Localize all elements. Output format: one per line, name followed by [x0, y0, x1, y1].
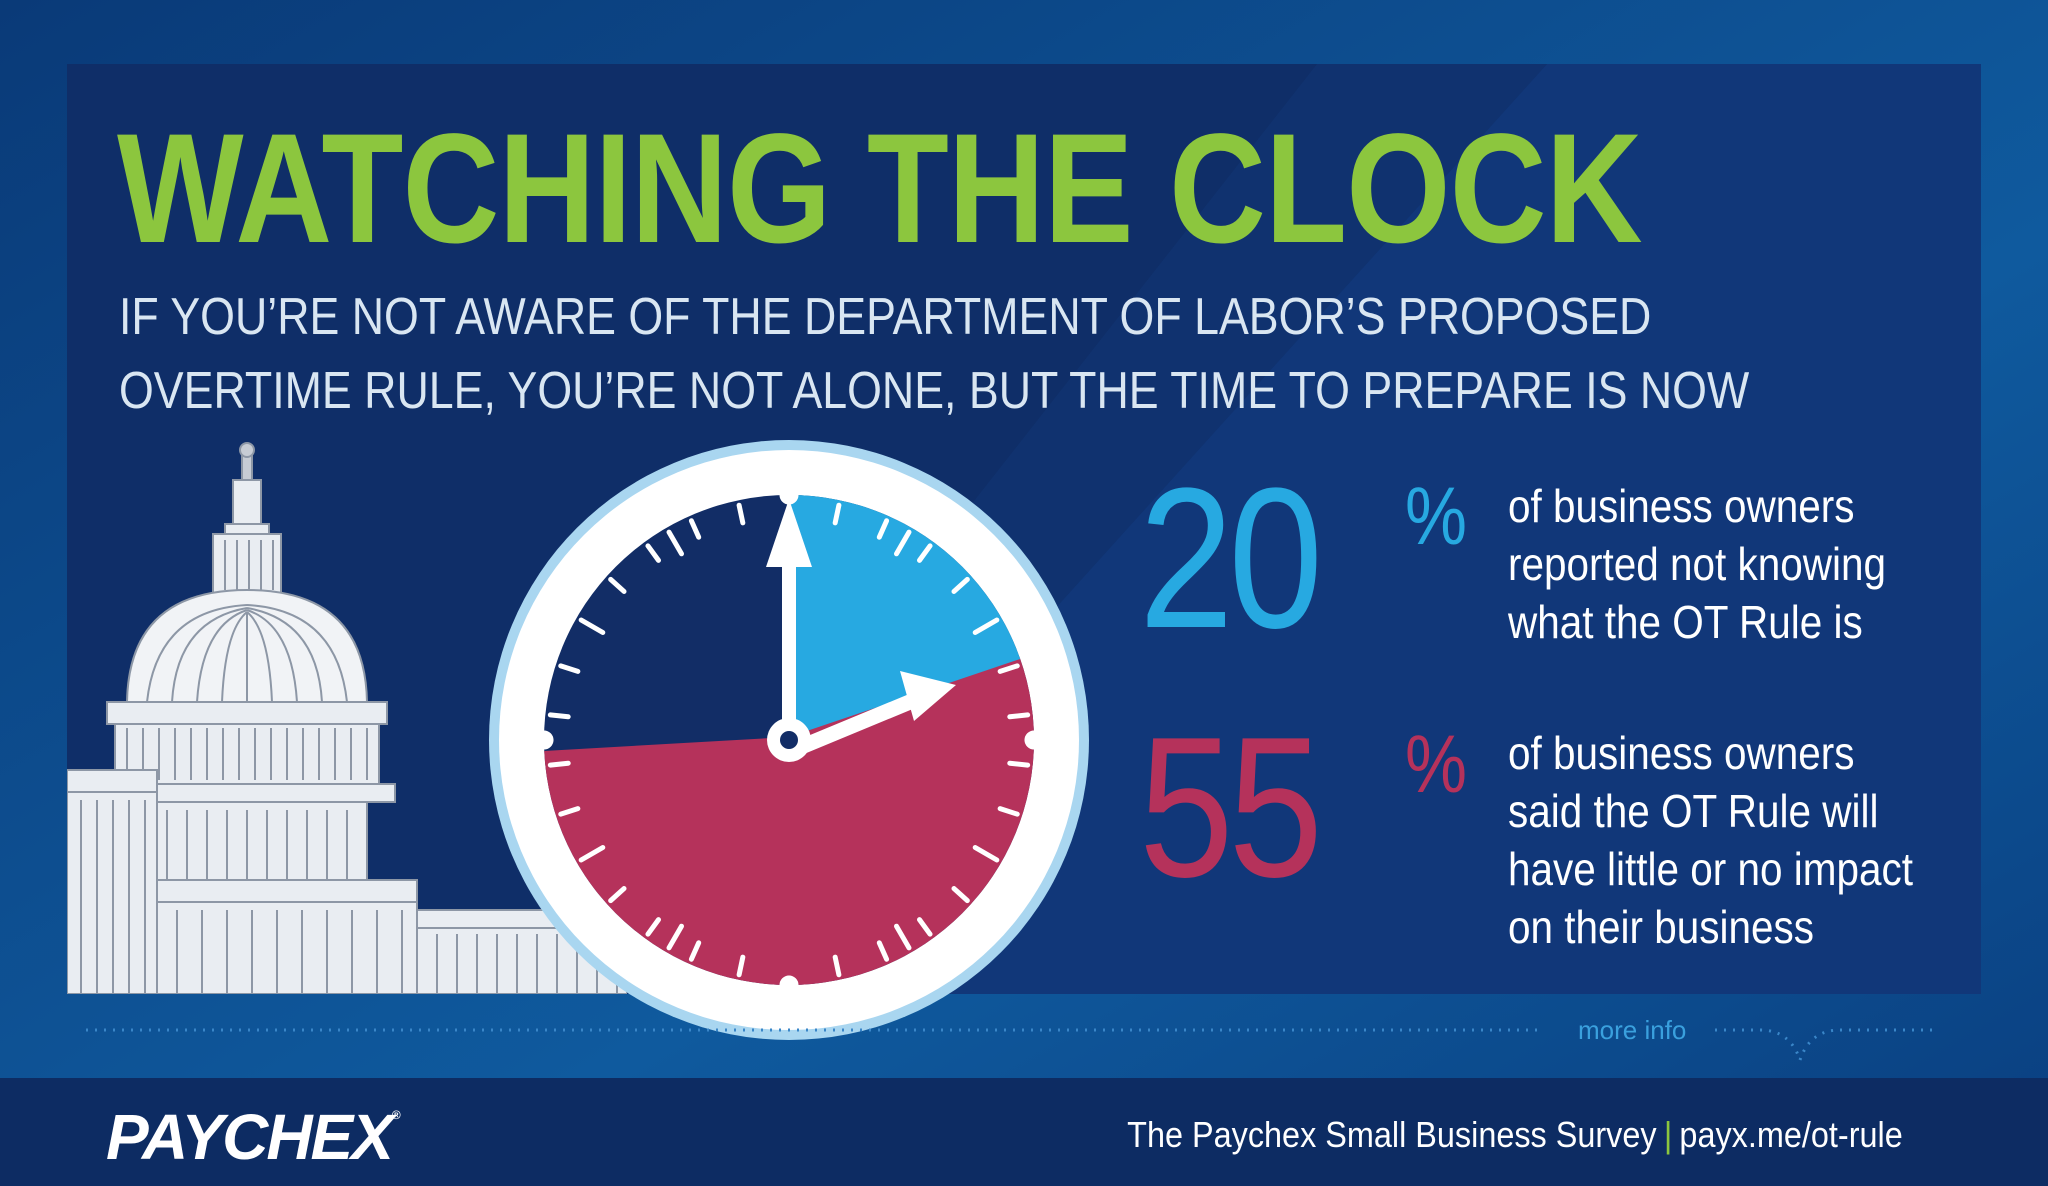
clock-tick [608, 886, 627, 904]
clock-hour-dot [779, 975, 799, 995]
panel-background [67, 64, 1981, 994]
clock-tick [558, 663, 581, 674]
registered-mark: ® [391, 1108, 401, 1122]
clock-tick [832, 502, 842, 526]
stat-line: have little or no impact [1508, 843, 1914, 895]
clock-tick [736, 954, 746, 978]
clock-tick [972, 845, 1000, 863]
stat-description: of business owners said the OT Rule will… [1508, 724, 1913, 956]
clock-tick [688, 518, 702, 540]
stat-line: what the OT Rule is [1508, 596, 1863, 648]
capitol-building-icon [67, 442, 627, 994]
headline-subtitle: IF YOU’RE NOT AWARE OF THE DEPARTMENT OF… [119, 280, 1749, 428]
clock-tick [876, 518, 890, 540]
clock-tick [951, 576, 970, 594]
clock-tick [916, 543, 933, 563]
footer-bar [0, 1078, 2048, 1186]
clock-hour-dot [1024, 730, 1044, 750]
survey-name: The Paychex Small Business Survey [1127, 1114, 1657, 1155]
clock-tick [608, 576, 627, 594]
stat-number: 55 [1139, 696, 1323, 919]
headline-title: WATCHING THE CLOCK [117, 102, 1643, 276]
clock-tick [645, 917, 662, 937]
clock-tick [578, 617, 606, 635]
clock-tick [876, 940, 890, 962]
clock-icon [489, 440, 1089, 1040]
stat-line: said the OT Rule will [1508, 785, 1879, 837]
stat-line: of business owners [1508, 727, 1855, 779]
dotted-divider [86, 1028, 1935, 1065]
clock-tick [645, 543, 662, 563]
clock-tick [894, 923, 912, 951]
stat-line: of business owners [1508, 480, 1855, 532]
clock-tick [832, 954, 842, 978]
clock-tick [997, 663, 1020, 674]
clock-tick [1007, 712, 1031, 720]
stat-percent-sign: % [1405, 719, 1467, 810]
clock-tick [1007, 760, 1031, 768]
logo-text: PAYCHEX [106, 1101, 394, 1173]
clock-tick [894, 529, 912, 557]
clock-tick [736, 502, 746, 526]
clock-hour-dot [534, 730, 554, 750]
stat-percent-sign: % [1405, 471, 1467, 562]
clock-tick [688, 940, 702, 962]
subtitle-line-2: OVERTIME RULE, YOU’RE NOT ALONE, BUT THE… [119, 362, 1750, 420]
clock-tick [547, 760, 571, 768]
more-info-link[interactable]: more info [1578, 1015, 1687, 1045]
clock-tick [547, 712, 571, 720]
clock-tick [916, 917, 933, 937]
stat-description: of business owners reported not knowing … [1508, 477, 1886, 651]
survey-link[interactable]: payx.me/ot-rule [1679, 1114, 1903, 1155]
clock-tick [558, 806, 581, 817]
stat-line: reported not knowing [1508, 538, 1887, 590]
clock-tick [578, 845, 606, 863]
footer-credit: The Paychex Small Business Survey | payx.m… [1127, 1114, 1903, 1156]
clock-tick [997, 806, 1020, 817]
clock-tick [951, 886, 970, 904]
separator: | [1664, 1114, 1673, 1155]
paychex-logo: PAYCHEX® [106, 1100, 401, 1174]
clock-tick [972, 617, 1000, 635]
clock-tick [666, 529, 684, 557]
subtitle-line-1: IF YOU’RE NOT AWARE OF THE DEPARTMENT OF… [119, 288, 1652, 346]
main-panel: WATCHING THE CLOCK IF YOU’RE NOT AWARE O… [67, 64, 1981, 994]
stat-line: on their business [1508, 901, 1815, 953]
clock-tick [666, 923, 684, 951]
stat-number: 20 [1139, 447, 1323, 670]
